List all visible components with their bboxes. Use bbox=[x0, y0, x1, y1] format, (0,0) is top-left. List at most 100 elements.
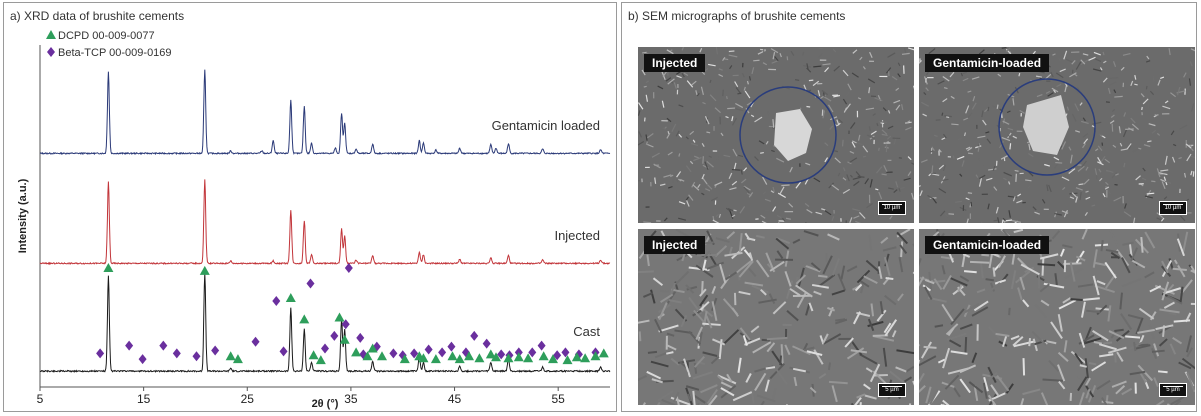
sem-texture-crystal bbox=[1066, 106, 1070, 111]
sem-texture-crystal bbox=[1134, 74, 1137, 80]
sem-texture-crystal bbox=[1178, 156, 1182, 160]
sem-texture-crystal bbox=[1082, 117, 1086, 122]
sem-image-gentamicin-low-mag: Gentamicin-loaded 10 µm bbox=[919, 47, 1195, 223]
sem-texture-crystal bbox=[1151, 347, 1158, 360]
sem-texture-crystal bbox=[923, 286, 933, 300]
sem-texture-crystal bbox=[804, 178, 809, 185]
sem-texture-crystal bbox=[1079, 192, 1082, 201]
sem-texture-crystal bbox=[853, 180, 860, 187]
sem-texture-crystal bbox=[959, 173, 963, 177]
sem-texture-crystal bbox=[705, 188, 711, 192]
sem-texture-crystal bbox=[1091, 361, 1107, 372]
dcpd-marker bbox=[513, 352, 524, 362]
sem-texture-crystal bbox=[945, 78, 954, 81]
sem-texture-crystal bbox=[980, 221, 983, 223]
sem-texture-crystal bbox=[950, 308, 965, 326]
sem-texture-crystal bbox=[792, 238, 801, 244]
sem-texture-crystal bbox=[1145, 60, 1151, 63]
sem-texture-crystal bbox=[909, 403, 912, 405]
sem-texture-crystal bbox=[1001, 335, 1008, 347]
sem-texture-crystal bbox=[770, 190, 775, 194]
sem-texture-crystal bbox=[999, 141, 1004, 149]
sem-texture-crystal bbox=[638, 141, 645, 146]
sem-texture-crystal bbox=[805, 264, 821, 273]
sem-texture-crystal bbox=[941, 303, 954, 322]
sem-texture-crystal bbox=[1050, 71, 1054, 78]
sem-texture-crystal bbox=[817, 90, 821, 97]
sem-texture-crystal bbox=[1100, 240, 1104, 252]
sem-texture-crystal bbox=[1056, 364, 1066, 382]
sem-texture-crystal bbox=[878, 147, 880, 151]
sem-texture-crystal bbox=[833, 150, 839, 153]
sem-texture-crystal bbox=[889, 215, 893, 220]
sem-texture-crystal bbox=[737, 92, 742, 95]
sem-texture-crystal bbox=[691, 80, 697, 86]
sem-texture-crystal bbox=[920, 159, 928, 163]
legend-beta-tcp-marker bbox=[47, 47, 55, 57]
sem-texture-crystal bbox=[743, 186, 750, 194]
sem-texture-crystal bbox=[997, 73, 1002, 77]
sem-texture-crystal bbox=[699, 294, 709, 307]
sem-texture-crystal bbox=[1130, 258, 1146, 269]
sem-texture-crystal bbox=[750, 389, 755, 404]
sem-texture-crystal bbox=[949, 339, 962, 348]
dcpd-marker bbox=[598, 348, 609, 358]
sem-texture-crystal bbox=[808, 79, 814, 82]
sem-texture-crystal bbox=[696, 360, 705, 366]
sem-texture-crystal bbox=[919, 185, 921, 188]
x-tick-label: 45 bbox=[448, 392, 462, 406]
sem-texture-crystal bbox=[859, 279, 870, 288]
sem-texture-crystal bbox=[919, 385, 926, 394]
dcpd-marker bbox=[580, 353, 591, 363]
sem-texture-crystal bbox=[1111, 171, 1118, 179]
sem-texture-crystal bbox=[688, 330, 701, 345]
sem-texture-crystal bbox=[715, 237, 730, 243]
sem-texture-crystal bbox=[997, 255, 1006, 268]
sem-texture-crystal bbox=[868, 234, 873, 251]
sem-texture-crystal bbox=[678, 201, 686, 205]
sem-texture-crystal bbox=[919, 60, 923, 65]
sem-texture-crystal bbox=[1190, 48, 1195, 52]
sem-texture-crystal bbox=[646, 133, 654, 139]
sem-texture-crystal bbox=[725, 207, 731, 212]
sem-texture-crystal bbox=[1077, 376, 1088, 392]
sem-texture-crystal bbox=[908, 47, 914, 51]
sem-texture-crystal bbox=[670, 174, 674, 178]
sem-texture-crystal bbox=[1063, 262, 1082, 266]
series-label: Cast bbox=[573, 324, 600, 339]
sem-texture-crystal bbox=[1001, 219, 1004, 223]
sem-texture-crystal bbox=[1161, 260, 1169, 274]
sem-texture-crystal bbox=[946, 332, 967, 341]
sem-texture-crystal bbox=[833, 65, 841, 72]
sem-texture-crystal bbox=[1149, 311, 1157, 321]
sem-texture-crystal bbox=[831, 258, 841, 276]
sem-texture-crystal bbox=[1019, 276, 1026, 291]
sem-texture-crystal bbox=[706, 184, 713, 190]
sem-texture-crystal bbox=[685, 136, 689, 140]
sem-texture-crystal bbox=[971, 102, 977, 110]
sem-texture-crystal bbox=[877, 266, 883, 280]
sem-texture-crystal bbox=[850, 402, 854, 405]
sem-texture-crystal bbox=[845, 103, 851, 111]
beta-tcp-marker bbox=[447, 341, 456, 352]
sem-texture-crystal bbox=[1152, 76, 1155, 82]
sem-image-label: Injected bbox=[644, 236, 706, 254]
y-axis-label: Intensity (a.u.) bbox=[17, 178, 29, 253]
sem-texture-crystal bbox=[686, 80, 694, 88]
sem-texture-crystal bbox=[992, 105, 997, 109]
sem-texture-crystal bbox=[849, 150, 855, 154]
sem-texture-crystal bbox=[857, 134, 861, 141]
beta-tcp-marker bbox=[159, 340, 168, 351]
beta-tcp-marker bbox=[272, 295, 281, 306]
sem-texture-crystal bbox=[667, 130, 670, 135]
sem-texture-crystal bbox=[657, 390, 674, 402]
dcpd-marker bbox=[491, 352, 501, 362]
sem-texture-crystal bbox=[1191, 103, 1195, 112]
sem-texture-crystal bbox=[1114, 328, 1124, 332]
sem-texture-crystal bbox=[1020, 263, 1040, 276]
sem-texture-crystal bbox=[1172, 143, 1177, 147]
sem-texture-crystal bbox=[773, 55, 779, 62]
sem-texture-crystal bbox=[865, 367, 873, 373]
dcpd-marker bbox=[377, 351, 387, 361]
sem-texture-crystal bbox=[867, 78, 876, 84]
